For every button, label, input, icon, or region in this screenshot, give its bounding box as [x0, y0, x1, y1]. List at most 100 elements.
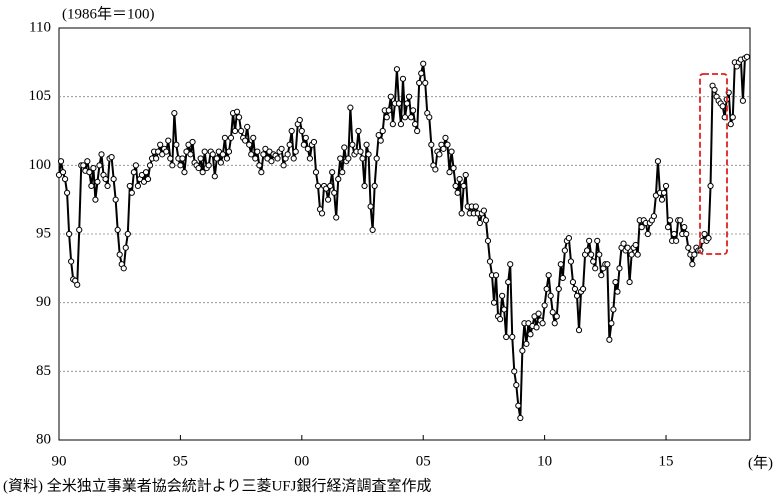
point — [664, 224, 672, 231]
point — [614, 288, 621, 295]
point — [157, 141, 164, 148]
point — [420, 60, 427, 67]
point — [503, 333, 510, 341]
point — [329, 169, 336, 176]
point — [592, 265, 599, 272]
point — [318, 210, 326, 217]
point — [110, 175, 117, 183]
point — [163, 148, 170, 155]
point — [547, 292, 554, 299]
point — [458, 210, 465, 217]
point — [549, 309, 556, 316]
point — [555, 285, 562, 293]
point — [517, 414, 524, 422]
point — [167, 155, 174, 162]
point — [719, 103, 726, 110]
point — [416, 79, 423, 87]
point — [448, 148, 455, 155]
point — [96, 162, 103, 169]
point — [246, 141, 253, 148]
point — [254, 148, 261, 155]
point — [339, 169, 346, 176]
point — [84, 158, 91, 165]
point — [501, 306, 508, 313]
point — [612, 278, 619, 286]
point — [739, 97, 747, 104]
point — [219, 151, 226, 158]
point — [306, 155, 314, 162]
point — [248, 151, 255, 158]
point — [701, 230, 708, 238]
point — [519, 347, 526, 354]
point — [199, 169, 206, 176]
point — [209, 151, 216, 158]
point — [452, 182, 459, 190]
point — [144, 175, 152, 183]
point — [122, 244, 129, 251]
point — [298, 127, 305, 135]
point — [432, 166, 439, 173]
point — [541, 302, 548, 309]
point — [545, 272, 552, 279]
point — [325, 196, 332, 203]
point — [628, 251, 635, 258]
point — [112, 196, 119, 203]
y-tick-label: 105 — [29, 88, 52, 104]
point — [456, 175, 463, 183]
point — [673, 237, 680, 244]
point — [571, 285, 579, 293]
point — [227, 134, 235, 141]
point — [181, 169, 188, 176]
point — [86, 169, 93, 176]
point — [187, 151, 194, 158]
point — [349, 141, 356, 148]
point — [126, 182, 133, 190]
point — [205, 162, 212, 169]
point — [355, 127, 362, 135]
point — [403, 100, 411, 107]
point — [389, 121, 396, 128]
point — [683, 230, 690, 238]
point — [124, 230, 131, 238]
point — [132, 162, 139, 169]
point — [68, 258, 75, 265]
point — [159, 151, 166, 158]
point — [523, 340, 530, 347]
point — [80, 162, 87, 169]
point — [138, 171, 146, 179]
point — [644, 230, 651, 238]
point — [513, 381, 520, 389]
point — [462, 171, 469, 179]
point — [511, 368, 518, 375]
point — [454, 189, 461, 196]
point — [480, 207, 488, 214]
point — [274, 155, 281, 162]
point — [304, 145, 311, 152]
point — [177, 162, 184, 169]
point — [369, 226, 376, 233]
point — [707, 182, 714, 190]
point — [442, 134, 449, 141]
point — [573, 292, 581, 299]
point — [264, 155, 271, 162]
point — [387, 93, 394, 100]
point — [260, 151, 267, 158]
point — [620, 240, 627, 247]
point — [658, 196, 666, 203]
point — [654, 158, 662, 165]
point — [284, 151, 291, 158]
point — [331, 189, 338, 196]
point — [292, 148, 299, 155]
y-tick-label: 100 — [29, 157, 52, 173]
point — [543, 285, 550, 293]
point — [183, 148, 190, 155]
point — [231, 127, 239, 135]
point — [414, 127, 421, 135]
point — [677, 217, 684, 224]
point — [290, 155, 297, 162]
point — [88, 182, 95, 190]
point — [128, 189, 135, 196]
point — [238, 127, 245, 135]
